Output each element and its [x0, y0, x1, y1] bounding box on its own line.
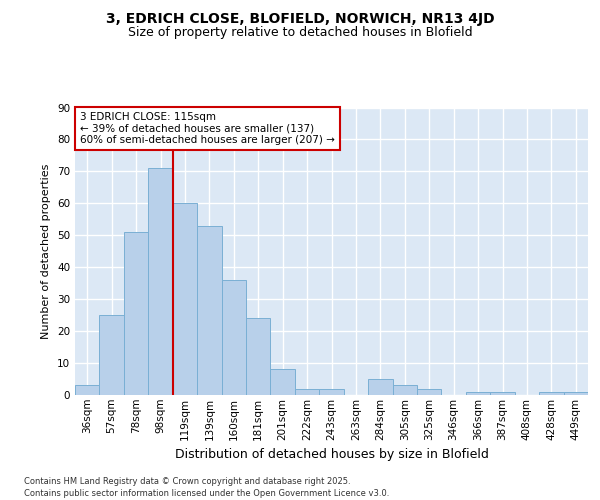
Bar	[173, 204, 197, 395]
Bar	[246, 318, 271, 395]
Bar	[124, 232, 148, 395]
Bar	[100, 315, 124, 395]
Text: Size of property relative to detached houses in Blofield: Size of property relative to detached ho…	[128, 26, 472, 39]
Bar	[148, 168, 173, 395]
Bar	[271, 370, 295, 395]
Text: Contains HM Land Registry data © Crown copyright and database right 2025.
Contai: Contains HM Land Registry data © Crown c…	[24, 476, 389, 498]
Bar	[490, 392, 515, 395]
Text: 3, EDRICH CLOSE, BLOFIELD, NORWICH, NR13 4JD: 3, EDRICH CLOSE, BLOFIELD, NORWICH, NR13…	[106, 12, 494, 26]
X-axis label: Distribution of detached houses by size in Blofield: Distribution of detached houses by size …	[175, 448, 488, 461]
Bar	[466, 392, 490, 395]
Bar	[197, 226, 221, 395]
Bar	[392, 386, 417, 395]
Bar	[319, 388, 344, 395]
Y-axis label: Number of detached properties: Number of detached properties	[41, 164, 52, 339]
Bar	[563, 392, 588, 395]
Bar	[368, 379, 392, 395]
Bar	[539, 392, 563, 395]
Bar	[295, 388, 319, 395]
Bar	[221, 280, 246, 395]
Bar	[75, 386, 100, 395]
Bar	[417, 388, 442, 395]
Text: 3 EDRICH CLOSE: 115sqm
← 39% of detached houses are smaller (137)
60% of semi-de: 3 EDRICH CLOSE: 115sqm ← 39% of detached…	[80, 112, 335, 145]
